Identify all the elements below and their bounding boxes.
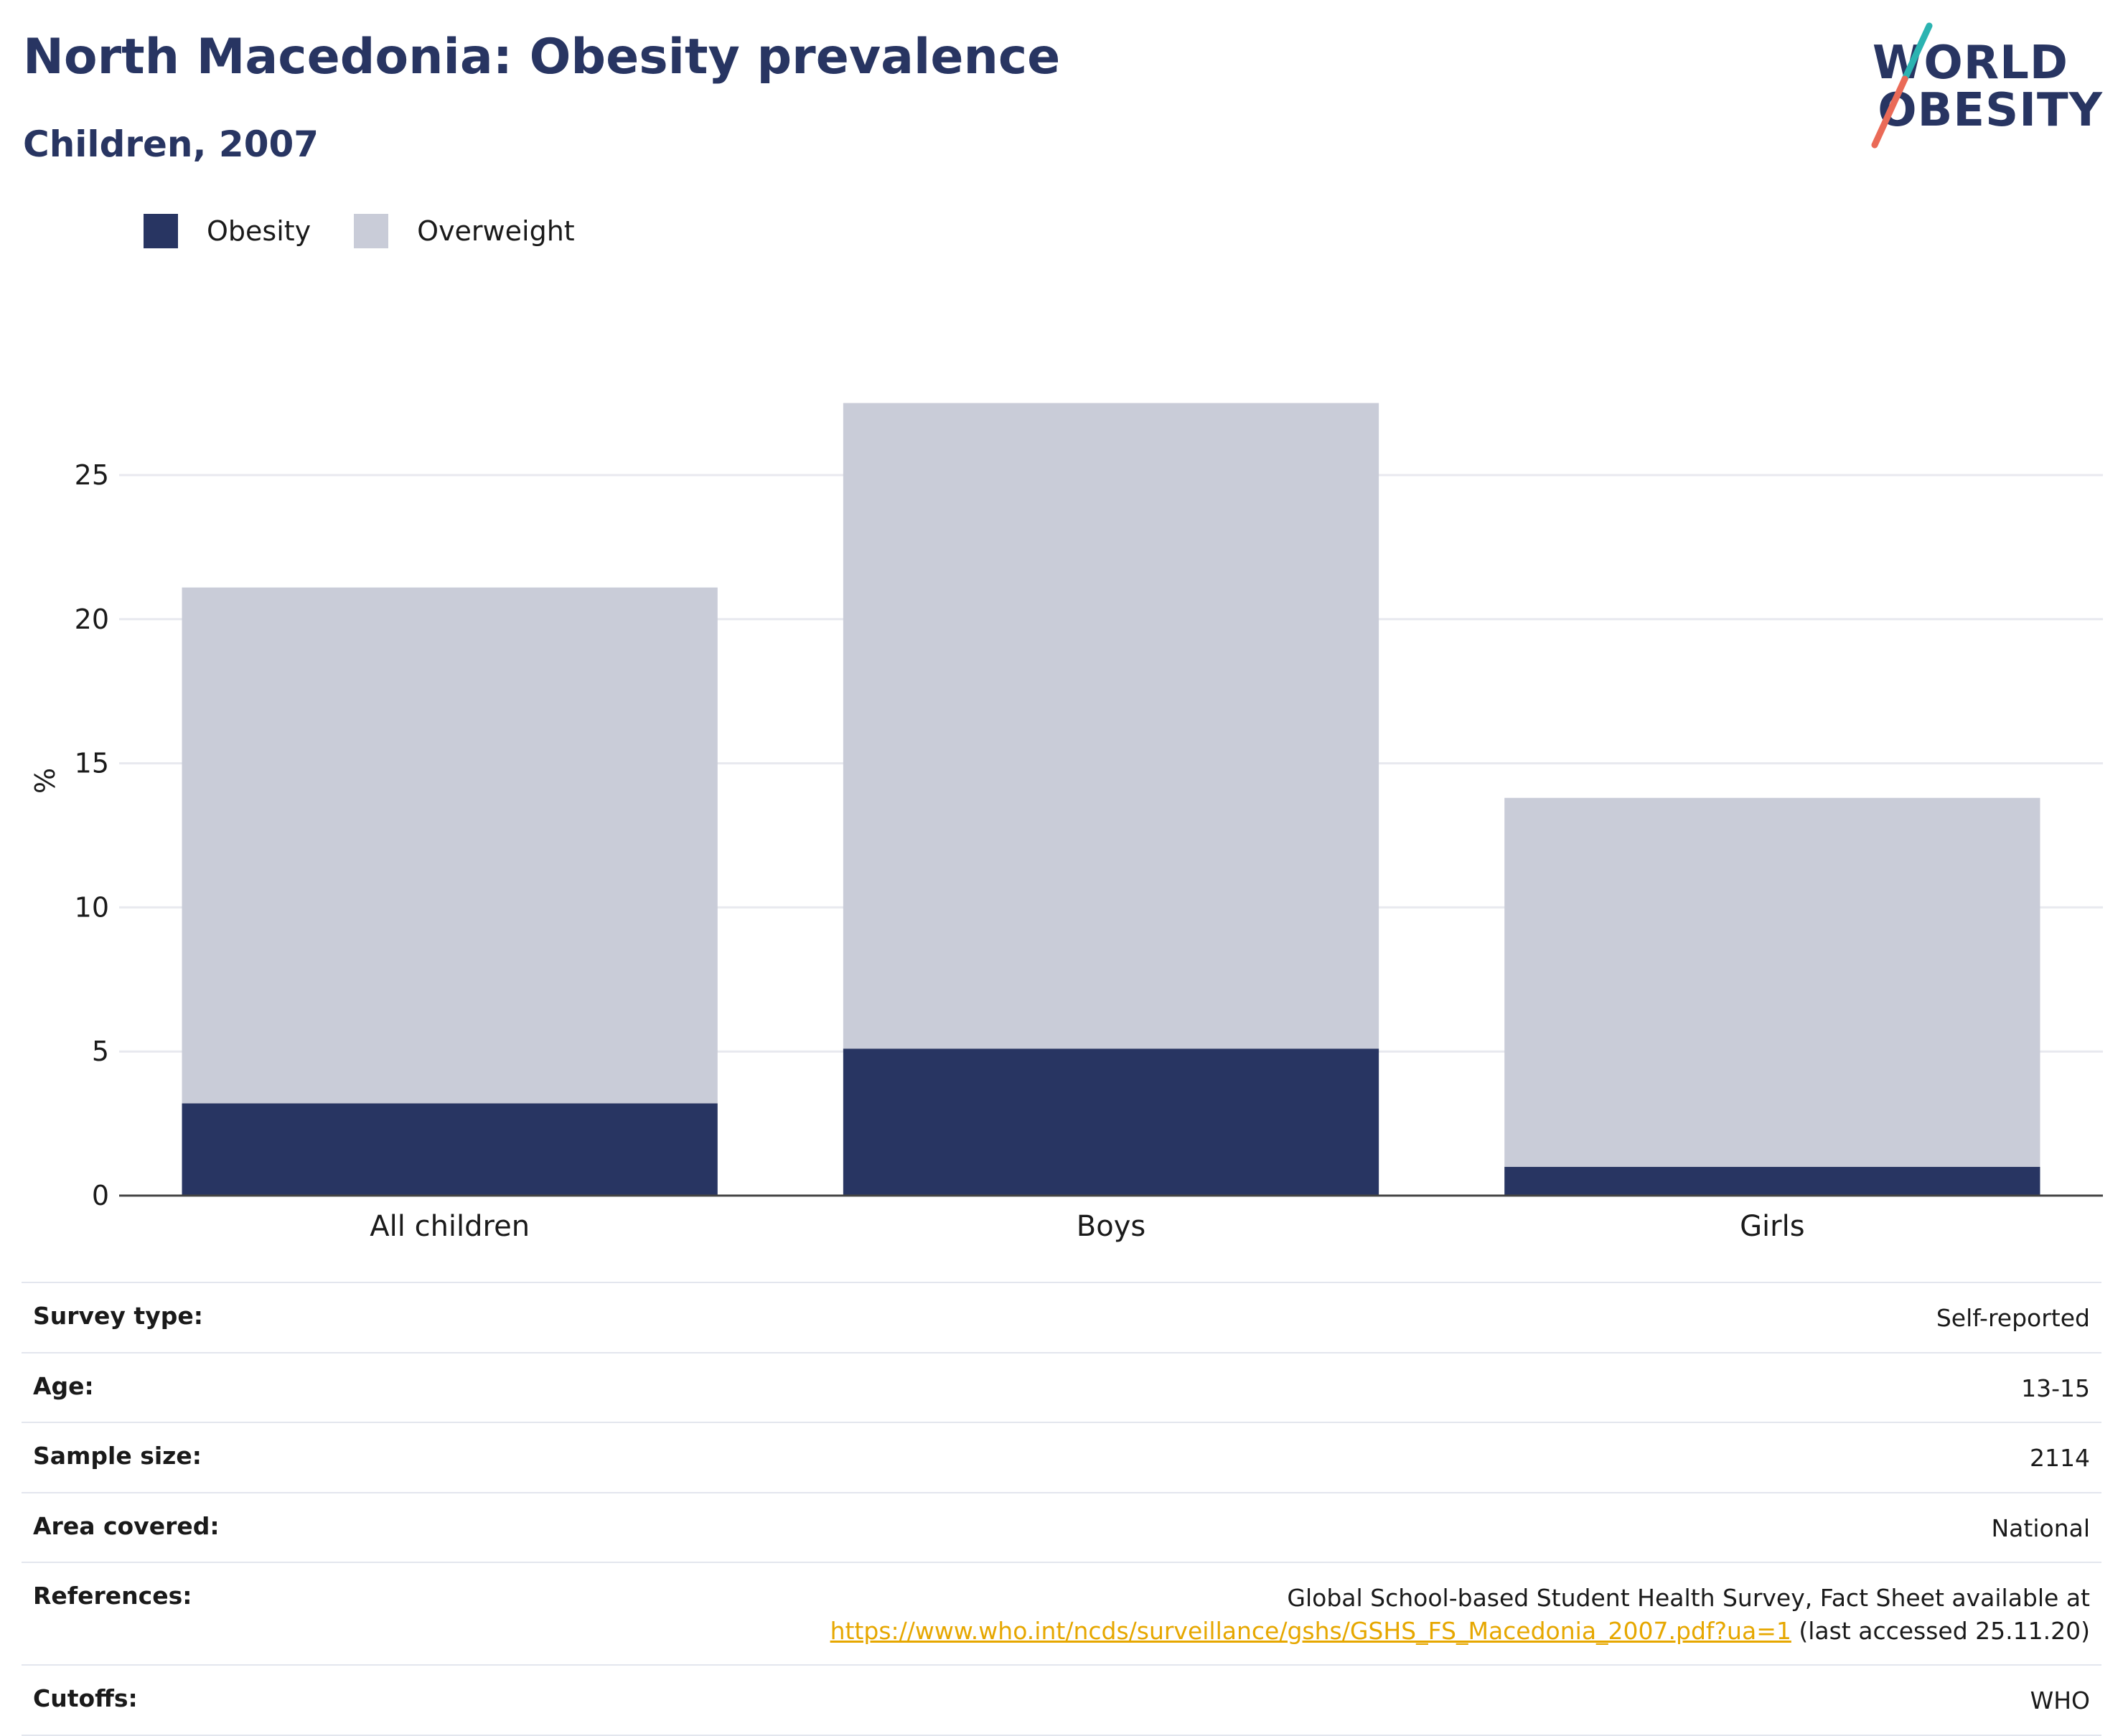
survey-info-table: Survey type: Self-reported Age: 13-15 Sa…: [22, 1282, 2101, 1736]
info-value-age: 13-15: [2021, 1374, 2090, 1402]
stacked-bar-chart: 0 5 10 15 20 25 All children Boys Girls %: [29, 403, 2103, 1243]
info-label-area-covered: Area covered:: [33, 1511, 220, 1540]
info-value-sample-size: 2114: [2030, 1444, 2090, 1473]
y-tick-label: 0: [92, 1180, 109, 1211]
info-value-references: Global School-based Student Health Surve…: [830, 1582, 2090, 1647]
legend-item-obesity[interactable]: Obesity: [144, 214, 311, 248]
reference-link[interactable]: https://www.who.int/ncds/surveillance/gs…: [830, 1616, 1791, 1645]
world-obesity-logo: WORLD OBESITY: [1866, 22, 2103, 151]
y-tick-label: 15: [75, 748, 109, 779]
legend-label-overweight: Overweight: [417, 215, 575, 247]
bar-overweight-all-children[interactable]: [182, 587, 718, 1104]
info-row-age: Age: 13-15: [22, 1351, 2101, 1422]
bar-obesity-girls[interactable]: [1504, 1166, 2040, 1196]
bars: [182, 403, 2040, 1196]
reference-suffix: (last accessed 25.11.20): [1791, 1616, 2090, 1645]
info-label-cutoffs: Cutoffs:: [33, 1684, 138, 1713]
reference-link-line: https://www.who.int/ncds/surveillance/gs…: [830, 1615, 2090, 1648]
info-row-cutoffs: Cutoffs: WHO: [22, 1664, 2101, 1736]
info-row-sample-size: Sample size: 2114: [22, 1422, 2101, 1492]
bar-overweight-boys[interactable]: [843, 403, 1379, 1049]
info-label-survey-type: Survey type:: [33, 1302, 203, 1330]
x-tick-label: Boys: [1077, 1210, 1145, 1243]
legend-label-obesity: Obesity: [207, 215, 311, 247]
logo-line-2: OBESITY: [1878, 84, 2103, 137]
info-value-cutoffs: WHO: [2030, 1686, 2090, 1715]
y-tick-label: 10: [75, 891, 109, 923]
page-title: North Macedonia: Obesity prevalence: [23, 29, 1061, 85]
x-tick-label: All children: [370, 1210, 530, 1243]
x-tick-labels: All children Boys Girls: [370, 1210, 1804, 1243]
bar-overweight-girls[interactable]: [1504, 797, 2040, 1167]
info-label-sample-size: Sample size:: [33, 1442, 202, 1470]
x-tick-label: Girls: [1740, 1210, 1805, 1243]
info-row-references: References: Global School-based Student …: [22, 1562, 2101, 1664]
info-label-references: References:: [33, 1582, 192, 1610]
logo-slash-icon: [1871, 22, 1933, 149]
y-tick-label: 25: [75, 459, 109, 491]
bar-obesity-all-children[interactable]: [182, 1103, 718, 1196]
page-subtitle: Children, 2007: [23, 123, 319, 165]
legend-swatch-overweight: [354, 214, 389, 248]
info-label-age: Age:: [33, 1371, 94, 1400]
y-tick-label: 20: [75, 604, 109, 635]
legend-swatch-obesity: [144, 214, 178, 248]
reference-text: Global School-based Student Health Surve…: [1287, 1584, 2090, 1613]
chart-legend: Obesity Overweight: [144, 214, 618, 248]
y-tick-labels: 0 5 10 15 20 25: [75, 459, 109, 1211]
y-tick-label: 5: [92, 1036, 109, 1067]
bar-obesity-boys[interactable]: [843, 1048, 1379, 1196]
info-row-area-covered: Area covered: National: [22, 1491, 2101, 1562]
info-value-survey-type: Self-reported: [1936, 1304, 2090, 1332]
info-value-area-covered: National: [1991, 1514, 2090, 1542]
legend-item-overweight[interactable]: Overweight: [354, 214, 575, 248]
y-axis-label: %: [29, 768, 61, 794]
info-row-survey-type: Survey type: Self-reported: [22, 1282, 2101, 1352]
